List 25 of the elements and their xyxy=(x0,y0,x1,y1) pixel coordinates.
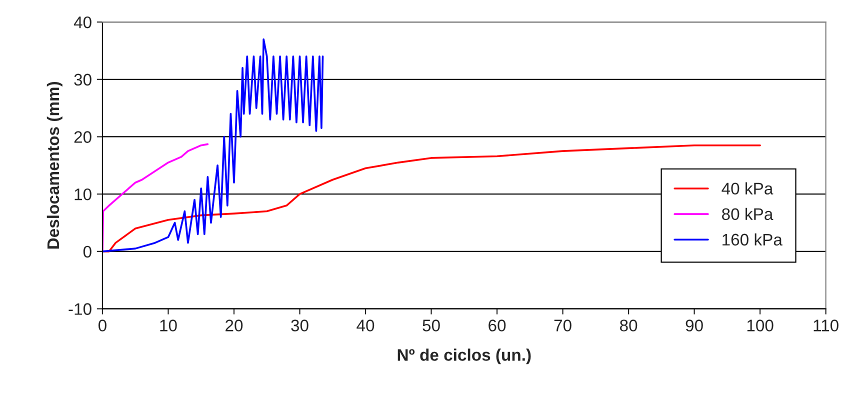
x-tick-label: 100 xyxy=(747,320,774,332)
x-tick-label: 110 xyxy=(814,320,838,332)
x-tick-label: 40 xyxy=(356,320,374,332)
x-tick-label: 50 xyxy=(422,320,440,332)
x-tick-label: 10 xyxy=(160,320,177,332)
x-tick-label: 80 xyxy=(620,320,638,332)
y-tick-label: 40 xyxy=(74,16,92,28)
x-tick-label: 60 xyxy=(488,320,506,332)
x-tick-label: 70 xyxy=(554,320,572,332)
x-tick-label: 30 xyxy=(291,320,308,332)
y-tick-label: 10 xyxy=(74,188,92,200)
line-series xyxy=(102,143,209,252)
y-tick-label: -10 xyxy=(68,303,92,315)
legend-label: 80 kPa xyxy=(722,208,774,220)
x-tick-label: 0 xyxy=(98,320,106,332)
x-tick-label: 90 xyxy=(686,320,703,332)
y-tick-label: 20 xyxy=(74,131,92,143)
x-axis-title: Nº de ciclos (un.) xyxy=(398,348,531,364)
y-tick-label: 0 xyxy=(83,246,92,258)
legend-label: 40 kPa xyxy=(722,182,774,195)
x-tick-label: 20 xyxy=(226,320,243,332)
y-tick-label: 30 xyxy=(74,74,92,86)
legend-label: 160 kPa xyxy=(722,233,782,246)
line-series xyxy=(102,38,324,252)
y-axis-title: Deslocamentos (mm) xyxy=(46,82,62,249)
